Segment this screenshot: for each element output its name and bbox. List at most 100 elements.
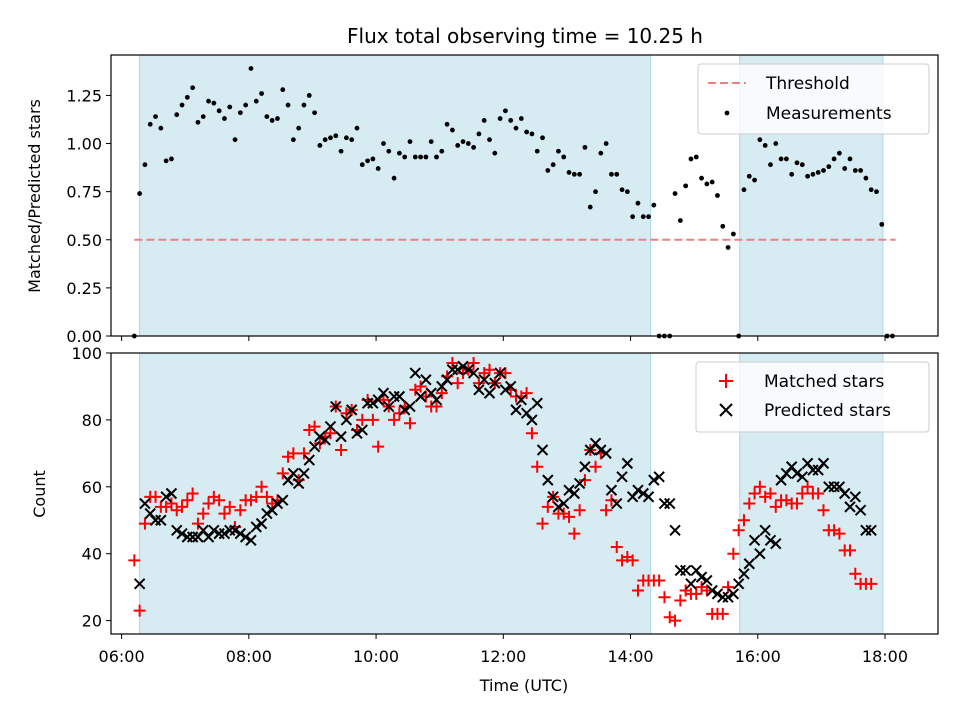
legend-measurements-swatch xyxy=(724,110,730,116)
predicted-star-point xyxy=(165,487,178,500)
predicted-star-point xyxy=(351,427,363,439)
measurement-point xyxy=(465,141,471,146)
predicted-star-point xyxy=(414,390,427,403)
legend-predicted-swatch xyxy=(719,403,733,417)
bottom-x-ticks: 06:00 08:00 10:00 12:00 14:00 16:00 18:00 xyxy=(99,634,908,666)
measurement-point xyxy=(428,139,434,145)
matched-star-point xyxy=(197,507,210,520)
predicted-star-point xyxy=(467,367,480,379)
matched-star-point xyxy=(600,504,613,517)
predicted-star-point xyxy=(817,457,830,470)
measurement-point xyxy=(455,143,461,148)
measurement-point xyxy=(259,91,264,96)
predicted-star-point xyxy=(711,588,724,600)
matched-star-point xyxy=(716,607,729,620)
matched-star-point xyxy=(722,581,735,594)
predicted-star-point xyxy=(229,524,241,537)
predicted-star-point xyxy=(595,444,607,456)
matched-star-point xyxy=(520,387,533,400)
measurement-point xyxy=(863,175,869,181)
measurement-point xyxy=(556,148,561,154)
legend-predicted-label: Predicted stars xyxy=(764,401,891,421)
measurement-point xyxy=(147,121,153,127)
measurement-point xyxy=(216,108,222,114)
measurement-point xyxy=(683,183,689,189)
measurement-point xyxy=(746,173,752,179)
predicted-star-point xyxy=(287,467,300,480)
measurement-point xyxy=(741,187,747,193)
predicted-star-point xyxy=(743,558,755,570)
measurement-point xyxy=(476,131,482,137)
predicted-star-point xyxy=(727,588,740,600)
bottom-panel: 20 40 60 80 100 06:00 08:00 10:00 12:00 14:00 16:… xyxy=(30,344,939,695)
matched-star-point xyxy=(568,527,581,540)
predicted-star-point xyxy=(685,578,697,590)
measurement-point xyxy=(688,156,694,162)
predicted-star-point xyxy=(457,360,469,373)
measurement-point xyxy=(603,141,609,146)
predicted-star-point xyxy=(695,571,708,583)
measurement-point xyxy=(624,189,630,195)
predicted-star-point xyxy=(722,591,734,603)
measurement-point xyxy=(868,187,874,193)
predicted-star-point xyxy=(764,534,777,547)
measurement-point xyxy=(858,168,864,173)
matched-star-point xyxy=(843,544,856,557)
predicted-star-point xyxy=(642,491,655,503)
measurement-point xyxy=(434,154,439,160)
predicted-star-point xyxy=(563,484,575,496)
measurement-point xyxy=(492,150,498,156)
measurement-point xyxy=(677,218,683,223)
top-legend-box xyxy=(697,63,930,135)
measurement-point xyxy=(169,156,174,162)
bottom-x-tick-label: 08:00 xyxy=(226,647,272,666)
matched-star-point xyxy=(255,480,268,493)
legend-matched-label: Matched stars xyxy=(764,372,884,392)
measurement-point xyxy=(720,223,726,229)
measurement-point xyxy=(179,102,185,108)
predicted-star-point xyxy=(404,400,416,413)
predicted-star-point xyxy=(308,440,321,453)
matched-star-point xyxy=(690,587,703,600)
measurement-point xyxy=(328,135,333,141)
measurement-point xyxy=(407,139,413,145)
measurement-point xyxy=(275,116,280,121)
predicted-star-point xyxy=(664,497,676,510)
predicted-star-point xyxy=(489,377,501,389)
matched-star-point xyxy=(165,497,178,510)
predicted-star-point xyxy=(515,394,528,406)
measurement-point xyxy=(174,112,180,118)
matched-star-point xyxy=(223,500,236,513)
measurement-point xyxy=(757,137,763,143)
measurement-point xyxy=(349,137,355,143)
bottom-y-axis-label: Count xyxy=(30,470,49,518)
measurement-point xyxy=(312,110,317,116)
predicted-star-point xyxy=(679,564,692,577)
predicted-star-point xyxy=(383,400,395,413)
matched-star-point xyxy=(446,357,459,370)
measurement-point xyxy=(142,162,148,168)
matched-star-point xyxy=(451,377,464,390)
predicted-star-point xyxy=(536,444,549,456)
matched-star-point xyxy=(388,413,401,426)
matched-star-point xyxy=(186,487,199,500)
predicted-star-point xyxy=(653,471,665,483)
measurement-point xyxy=(566,170,572,175)
measurement-point xyxy=(306,93,312,98)
measurement-point xyxy=(412,154,418,160)
predicted-star-point xyxy=(234,527,247,540)
predicted-star-point xyxy=(510,404,522,416)
matched-star-point xyxy=(356,413,369,426)
predicted-star-point xyxy=(451,364,464,376)
bottom-y-ticks: 20 40 60 80 100 xyxy=(71,344,111,631)
matched-star-point xyxy=(849,567,862,580)
measurement-point xyxy=(529,131,535,137)
measurement-point xyxy=(635,200,641,206)
top-shaded-interval xyxy=(139,54,652,337)
bottom-legend: Matched stars Predicted stars xyxy=(695,361,930,433)
measurement-point xyxy=(386,148,392,154)
matched-star-point xyxy=(297,447,310,460)
predicted-star-point xyxy=(637,487,649,500)
matched-star-point xyxy=(727,547,740,560)
predicted-star-point xyxy=(791,467,803,480)
